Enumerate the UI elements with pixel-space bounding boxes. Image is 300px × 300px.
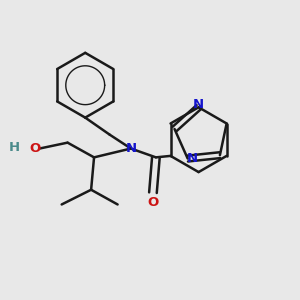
Text: N: N — [193, 98, 204, 111]
Text: H: H — [9, 141, 20, 154]
Text: O: O — [147, 196, 159, 209]
Text: N: N — [187, 152, 198, 165]
Text: N: N — [125, 142, 136, 155]
Text: O: O — [29, 142, 41, 155]
